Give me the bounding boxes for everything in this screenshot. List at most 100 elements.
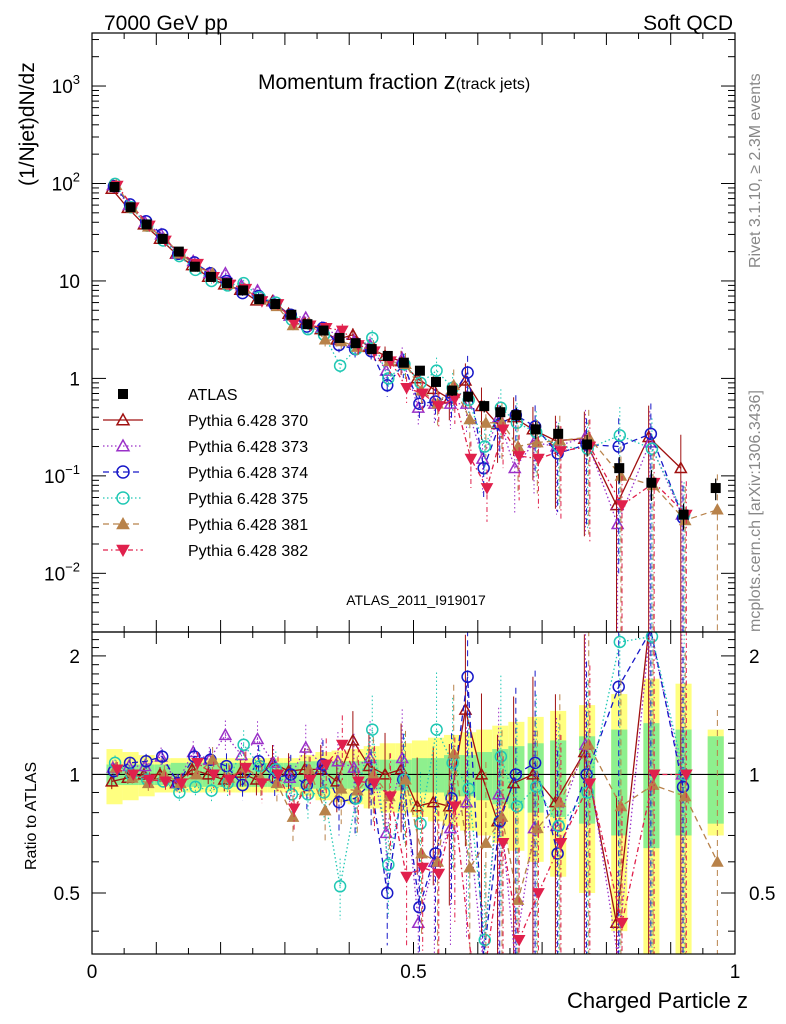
y-tick-label: 10 <box>59 272 80 293</box>
series-marker <box>266 755 281 769</box>
legend-label: Pythia 6.428 382 <box>188 543 308 560</box>
y-tick-base: 10 <box>44 467 65 488</box>
series-marker <box>645 442 659 455</box>
series-marker <box>411 915 426 928</box>
series-marker <box>496 838 510 850</box>
series-marker <box>461 670 474 684</box>
ratio-tick-label-right: 2 <box>749 647 760 668</box>
ratio-tick-label-left: 1 <box>69 765 80 786</box>
series-marker <box>116 516 130 530</box>
series-ratio-line <box>114 635 685 940</box>
series-marker <box>459 795 474 808</box>
series-marker <box>510 800 524 813</box>
series-marker <box>126 769 140 781</box>
series-marker <box>115 438 131 452</box>
uncertainty-band-inner <box>492 749 509 805</box>
series-marker <box>331 754 345 767</box>
series-marker <box>250 732 265 745</box>
series-marker <box>447 747 461 759</box>
ratio-y-axis-label: Ratio to ATLAS <box>23 762 40 870</box>
series-marker <box>384 791 397 803</box>
series-marker <box>647 769 661 781</box>
mcplots-label: mcplots.cern.ch [arXiv:1306.3436] <box>747 390 764 632</box>
series-marker <box>319 759 333 772</box>
series-marker <box>398 773 411 786</box>
series-marker <box>583 778 597 790</box>
y-tick-base: 10 <box>44 564 65 585</box>
series-marker <box>155 750 169 763</box>
series-marker <box>430 364 443 377</box>
series-marker <box>413 901 426 914</box>
series-marker <box>191 757 204 770</box>
series-marker <box>642 435 657 448</box>
series-marker <box>352 776 365 788</box>
series-marker <box>382 858 395 871</box>
series-ratio-line <box>117 743 687 954</box>
data-marker <box>495 407 506 418</box>
legend-marker-atlas <box>118 389 128 399</box>
series-ratio-line <box>113 632 684 954</box>
x-axis-label: Charged Particle z <box>567 988 748 1013</box>
ratio-tick-label-left: 0.5 <box>54 884 80 905</box>
series-marker <box>463 412 477 425</box>
series-marker <box>443 396 458 409</box>
series-marker <box>303 774 317 787</box>
data-marker <box>270 299 281 310</box>
legend-label: Pythia 6.428 373 <box>188 439 308 456</box>
series-marker <box>491 787 506 800</box>
series-marker <box>395 751 409 764</box>
series-ratio-line <box>115 743 718 901</box>
series-marker <box>413 397 426 410</box>
data-marker <box>173 246 184 257</box>
series-marker <box>223 774 237 787</box>
series-marker <box>400 382 413 395</box>
series-marker <box>205 784 218 797</box>
data-marker <box>125 202 136 213</box>
data-marker <box>366 344 377 355</box>
series-marker <box>234 748 249 761</box>
data-marker <box>414 365 425 376</box>
series-marker <box>711 855 724 867</box>
series-ratio-line <box>112 632 683 954</box>
legend-label: Pythia 6.428 375 <box>188 491 308 508</box>
series-marker <box>334 782 348 794</box>
legend-label: Pythia 6.428 370 <box>188 413 308 430</box>
series-marker <box>394 762 408 775</box>
series-marker <box>610 517 625 530</box>
series-marker <box>253 759 266 773</box>
series-marker <box>115 412 131 426</box>
series-marker <box>645 632 659 643</box>
series-marker <box>429 847 442 860</box>
series-marker <box>552 819 565 833</box>
series-marker <box>577 744 592 758</box>
series-marker <box>494 750 508 763</box>
series-line <box>111 188 682 507</box>
series-marker <box>526 767 540 780</box>
series-marker <box>154 749 168 762</box>
rivet-version-label: Rivet 3.1.10, ≥ 2.3M events <box>747 73 764 268</box>
series-marker <box>285 788 299 801</box>
series-marker <box>532 453 545 466</box>
uncertainty-band-inner <box>476 752 493 801</box>
series-marker <box>116 465 130 479</box>
series-marker <box>679 769 693 781</box>
series-marker <box>495 810 509 822</box>
series-marker <box>116 491 130 505</box>
series-marker <box>286 810 300 822</box>
series-marker <box>139 755 153 768</box>
series-marker <box>220 759 233 773</box>
y-tick-base: 10 <box>52 77 73 98</box>
series-marker <box>330 774 344 787</box>
series-marker <box>644 427 658 441</box>
series-marker <box>347 760 361 773</box>
series-marker <box>159 776 172 788</box>
data-marker <box>254 294 265 305</box>
y-tick-exponent: −2 <box>65 559 80 574</box>
y-tick-base: 10 <box>52 174 73 195</box>
data-marker <box>109 182 120 193</box>
series-marker <box>190 767 203 780</box>
x-tick-label: 0 <box>87 962 98 983</box>
series-marker <box>678 789 692 802</box>
legend: ATLAS Pythia 6.428 370 Pythia 6.428 373 Pyt… <box>103 387 308 560</box>
series-marker <box>530 821 544 834</box>
